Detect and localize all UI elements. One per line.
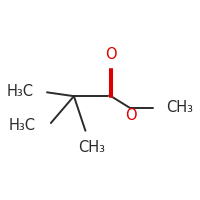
Text: CH₃: CH₃ — [166, 100, 193, 115]
Text: H₃C: H₃C — [7, 84, 34, 99]
Text: O: O — [125, 108, 136, 123]
Text: O: O — [105, 47, 117, 62]
Text: H₃C: H₃C — [9, 118, 36, 133]
Text: CH₃: CH₃ — [78, 140, 105, 155]
